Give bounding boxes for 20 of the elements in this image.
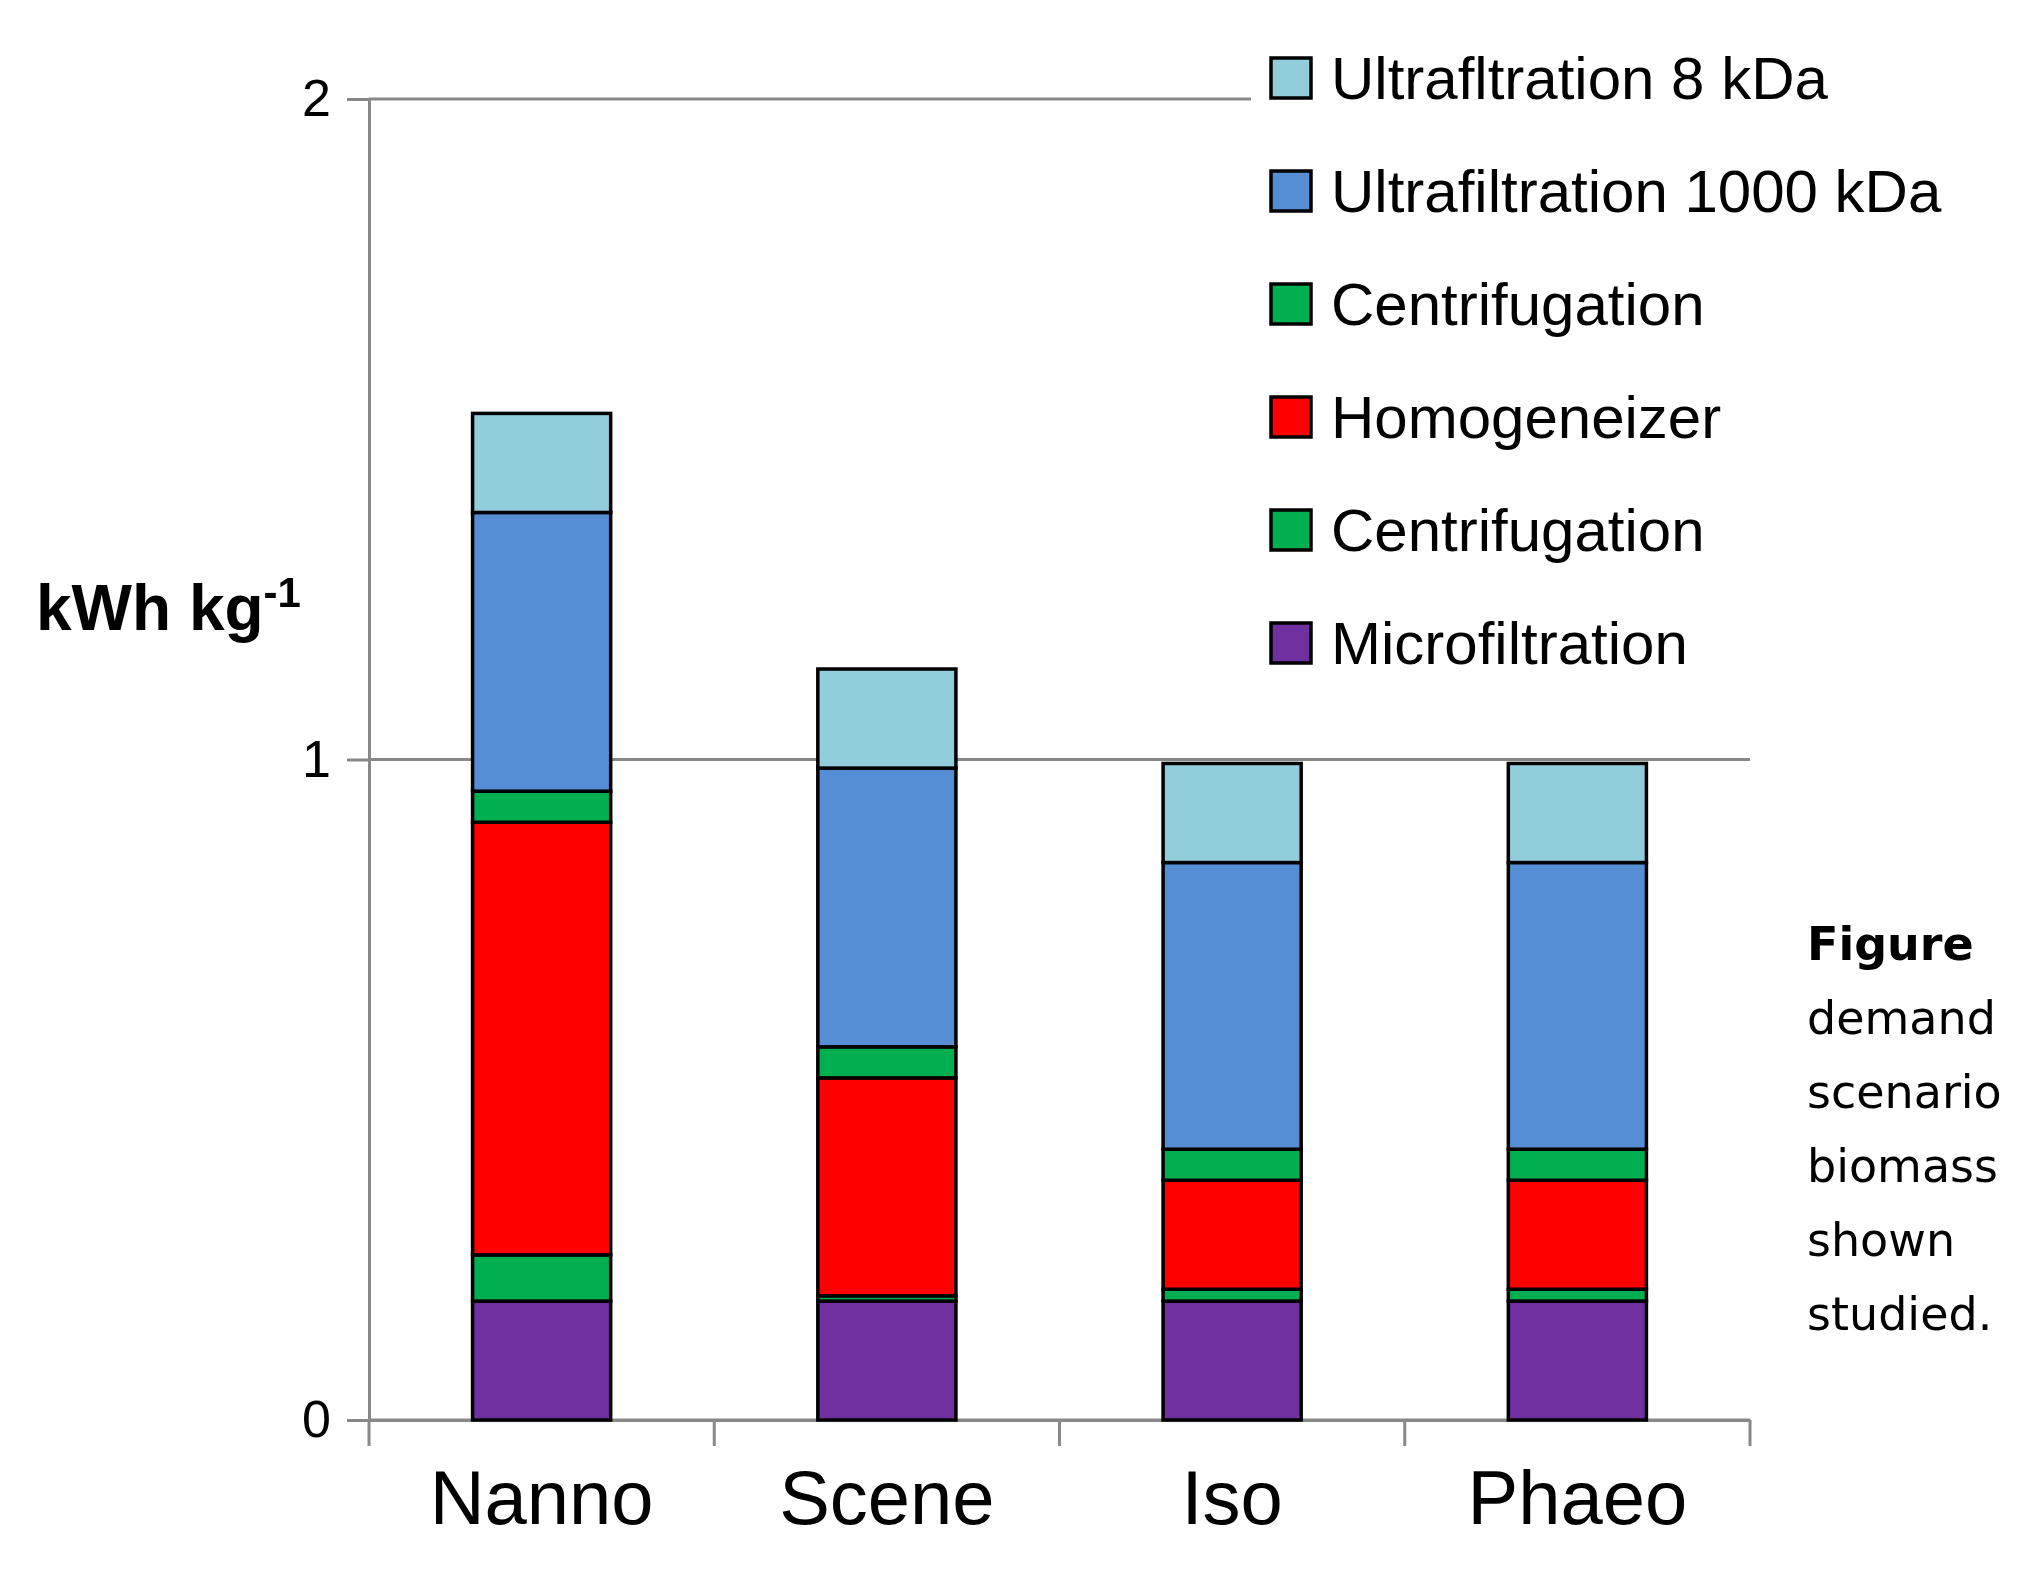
x-tick-label: Iso xyxy=(1181,1454,1283,1540)
legend-label: Ultrafiltration 1000 kDa xyxy=(1331,158,1942,225)
legend-label: Centrifugation xyxy=(1331,271,1705,338)
x-tick-label: Scene xyxy=(779,1454,995,1540)
y-axis-title: kWh kg$^{-1}$ xyxy=(36,568,301,644)
x-tick-label: Phaeo xyxy=(1467,1454,1688,1540)
text: scenario xyxy=(1807,1065,2002,1119)
legend-label: Ultrafltration 8 kDa xyxy=(1331,45,1829,112)
y-tick-label: 1 xyxy=(302,729,331,788)
text: shown xyxy=(1807,1213,1956,1267)
y-tick-label: 2 xyxy=(302,69,331,128)
x-tick-label: Nanno xyxy=(429,1454,654,1540)
legend-label: Homogeneizer xyxy=(1331,384,1722,451)
y-tick-label: 0 xyxy=(302,1390,331,1449)
legend-label: Microfiltration xyxy=(1331,610,1688,677)
text: demand xyxy=(1807,991,1996,1045)
text: Figure xyxy=(1807,917,1974,971)
text: studied. xyxy=(1807,1287,1993,1341)
legend-label: Centrifugation xyxy=(1331,497,1705,564)
text: biomass xyxy=(1807,1139,1999,1193)
